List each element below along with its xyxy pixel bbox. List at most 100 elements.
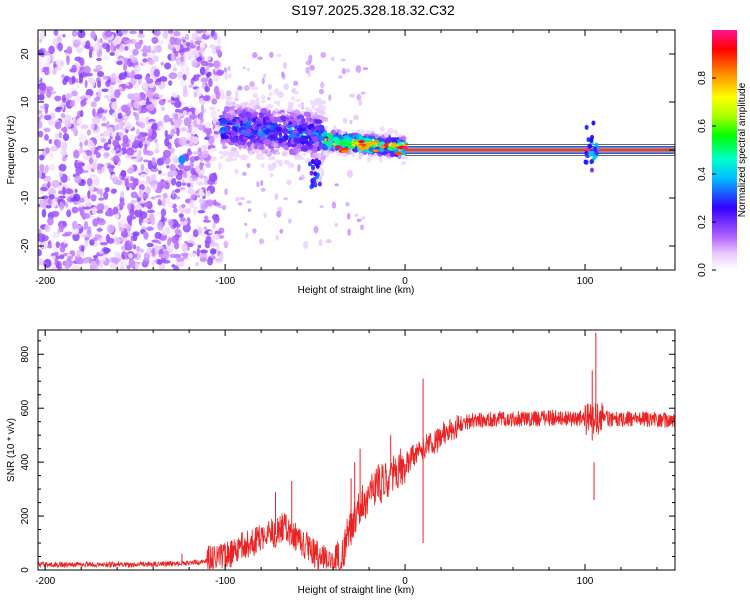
spectral-blob (115, 147, 120, 152)
spectral-blob (246, 200, 252, 204)
spectral-blob (48, 163, 56, 172)
spectral-blob (80, 234, 86, 238)
spectral-blob (72, 193, 81, 202)
x-tick-label: -100 (215, 576, 235, 587)
spectral-blob (213, 233, 221, 241)
spectral-blob (133, 253, 138, 259)
spectral-blob (75, 78, 79, 83)
colorbar-tick-label: 0.2 (697, 215, 708, 229)
spectral-blob (59, 172, 63, 178)
spectral-blob (126, 215, 133, 224)
spectral-blob (83, 220, 89, 231)
spectral-blob (223, 107, 228, 112)
spectral-blob (379, 145, 386, 149)
spectral-blob (294, 155, 299, 160)
spectral-blob (55, 139, 61, 149)
spectral-blob (109, 51, 115, 56)
spectral-blob (372, 149, 379, 153)
spectral-blob (302, 240, 309, 249)
spectral-blob (82, 206, 92, 210)
spectral-blob (102, 152, 109, 159)
spectral-blob (241, 129, 247, 133)
spectral-blob (209, 241, 218, 247)
spectral-blob (279, 161, 283, 164)
spectral-blob (342, 117, 348, 124)
spectral-blob (211, 110, 217, 120)
spectral-blob (263, 149, 269, 155)
spectral-blob (175, 196, 181, 200)
spectral-blob (54, 258, 59, 266)
spectral-blob (171, 189, 175, 198)
spectral-blob (103, 191, 109, 200)
spectral-blob (358, 153, 365, 158)
spectral-blob (198, 47, 206, 53)
spectral-blob (76, 117, 83, 125)
spectral-blob (297, 153, 302, 159)
spectral-blob (50, 210, 60, 217)
spectral-blob (362, 67, 369, 71)
spectral-blob (41, 208, 47, 218)
spectral-blob (273, 122, 279, 127)
spectral-blob (81, 170, 89, 174)
spectral-blob (45, 86, 54, 92)
spectral-blob (99, 107, 103, 111)
spectral-blob (334, 145, 342, 149)
spectral-blob (195, 262, 200, 267)
spectral-blob (176, 257, 185, 263)
spectral-blob (142, 44, 148, 55)
y-tick-label: 800 (20, 345, 31, 362)
spectral-blob (41, 195, 49, 200)
spectral-blob (331, 201, 337, 209)
spectral-blob (147, 128, 153, 137)
spectral-blob (91, 116, 101, 125)
spectral-blob (130, 259, 136, 269)
snr-line (38, 403, 675, 570)
spectral-blob (288, 121, 292, 125)
spectral-blob (200, 77, 209, 83)
spectral-blob (307, 129, 312, 136)
spectral-blob (44, 134, 49, 141)
spectral-blob (118, 131, 124, 137)
spectral-blob (133, 111, 137, 117)
spectral-blob (346, 169, 353, 178)
y-tick-label: 400 (20, 453, 31, 470)
colorbar-label: Normalized spectral amplitude (737, 82, 748, 217)
y-tick-label: 10 (20, 96, 31, 108)
spectral-blob (191, 151, 201, 155)
spectral-blob (210, 155, 217, 162)
spectral-blob (143, 231, 149, 240)
spectral-blob (119, 201, 126, 207)
spectral-blob (593, 146, 598, 152)
spectral-blob (152, 184, 157, 191)
spectral-blob (84, 79, 88, 88)
spectral-blob (267, 163, 273, 170)
spectral-blob (224, 188, 228, 196)
spectral-blob (326, 140, 333, 147)
spectral-blob (301, 146, 309, 152)
spectral-blob (95, 152, 101, 159)
spectral-blob (587, 143, 592, 149)
spectral-blob (173, 30, 181, 37)
spectral-blob (125, 155, 133, 159)
spectral-blob (96, 227, 103, 232)
spectral-blob (138, 188, 144, 196)
y-tick-label: -20 (20, 238, 31, 253)
y-tick-label: 600 (20, 399, 31, 416)
spectral-blob (43, 114, 52, 121)
spectral-blob (124, 46, 129, 51)
spectral-blob (213, 60, 221, 68)
spectral-blob (158, 99, 166, 106)
spectral-blob (148, 83, 155, 89)
spectral-blob (38, 228, 42, 235)
spectral-blob (47, 216, 54, 226)
spectral-blob (222, 145, 228, 150)
spectral-blob (325, 238, 332, 244)
spectral-blob (196, 56, 203, 62)
spectral-blob (256, 106, 262, 110)
spectral-blob (305, 140, 309, 145)
spectral-blob (195, 36, 203, 41)
spectral-blob (263, 73, 267, 79)
spectral-blob (177, 71, 185, 79)
spectral-blob (169, 244, 174, 252)
spectral-blob (255, 97, 260, 104)
